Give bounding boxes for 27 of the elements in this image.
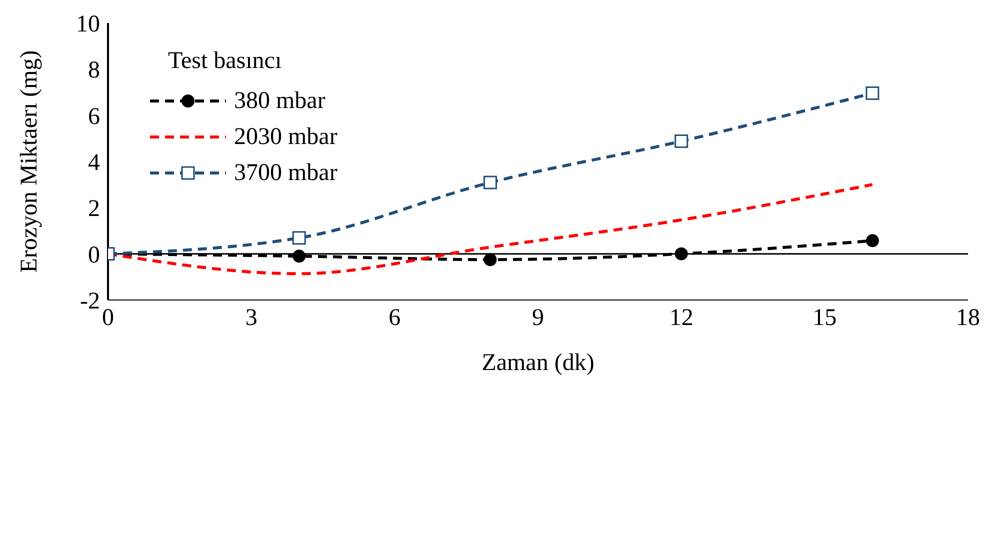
point [484, 253, 497, 266]
point [292, 231, 306, 245]
x-tick-label: 12 [669, 305, 694, 332]
x-axis-title: Zaman (dk) [482, 350, 594, 376]
x-tick-label: 9 [532, 305, 544, 332]
point [866, 234, 879, 248]
legend-label: 3700 mbar [234, 160, 338, 186]
y-tick-label: -2 [80, 288, 100, 315]
point [674, 247, 688, 260]
y-tick-label: 10 [76, 12, 100, 38]
x-tick-label: 18 [956, 305, 980, 332]
point [483, 176, 497, 190]
y-tick-label: 4 [88, 150, 100, 176]
y-tick-label: 6 [88, 104, 100, 130]
y-tick-label: 8 [88, 58, 100, 84]
point [866, 86, 880, 100]
legend-title: Test basıncı [168, 48, 283, 75]
y-tick-label: 0 [88, 242, 100, 268]
point [292, 250, 306, 263]
y-tick-label: 2 [88, 196, 100, 222]
point [674, 134, 688, 148]
legend-label: 2030 mbar [234, 124, 338, 150]
x-tick-label: 6 [388, 305, 401, 332]
x-tick-label: 15 [812, 305, 837, 332]
x-tick-label: 3 [245, 305, 258, 332]
legend-label: 380 mbar [234, 88, 326, 114]
y-axis-title: Erozyon Miktaerı (mg) [16, 50, 43, 273]
